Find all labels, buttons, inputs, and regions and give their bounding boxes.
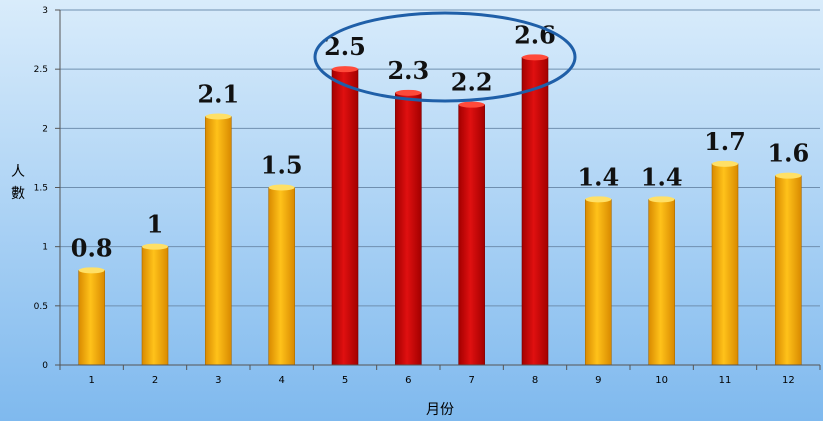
value-label: 2.3 (387, 56, 429, 85)
x-tick-label: 4 (278, 375, 284, 386)
y-tick-label: 1 (42, 243, 48, 253)
value-labels: 0.812.11.52.52.3 2.22.61.4 1.41.7 1.6 (71, 20, 809, 262)
value-label: 1.4 (641, 162, 683, 191)
bar-12 (775, 175, 802, 366)
x-tick-label: 10 (655, 375, 668, 386)
bar-9 (585, 199, 612, 366)
value-label: 1 (147, 210, 164, 239)
bar-cap-6 (395, 89, 422, 96)
x-tick-label: 9 (595, 375, 601, 386)
value-label: 1.5 (261, 151, 303, 180)
x-tick-label: 8 (532, 375, 538, 386)
y-axis-title-char-2: 數 (11, 186, 25, 202)
highlight-ellipse (313, 11, 577, 103)
bar-1 (78, 270, 105, 366)
y-tick-label: 1.5 (34, 184, 48, 194)
bar-6 (395, 92, 422, 366)
bar-2 (141, 246, 169, 366)
y-tick-label: 0.5 (34, 302, 48, 312)
value-label: 1.6 (767, 139, 809, 168)
x-tick-label: 6 (405, 375, 411, 386)
x-tick-label: 5 (342, 375, 348, 386)
bar-11 (711, 163, 739, 366)
x-tick-label: 11 (719, 375, 732, 386)
bar-cap-1 (78, 267, 105, 274)
value-label: 2.2 (451, 68, 493, 97)
bar-cap-3 (205, 113, 232, 120)
y-tick-label: 2 (42, 124, 48, 134)
bar-cap-12 (775, 172, 802, 179)
y-tick-label: 0 (42, 361, 48, 371)
value-label: 0.8 (71, 233, 113, 262)
value-label: 2.1 (197, 80, 239, 109)
x-tick-label: 1 (88, 375, 94, 386)
bar-cap-11 (712, 160, 738, 167)
bar-7 (458, 104, 485, 366)
bar-cap-4 (268, 184, 295, 191)
y-tick-label: 3 (42, 6, 48, 16)
x-tick-label: 2 (152, 375, 158, 386)
y-tick-label: 2.5 (34, 65, 48, 75)
y-axis-title-char-1: 人 (11, 164, 25, 180)
bar-10 (648, 199, 675, 366)
bar-3 (205, 116, 232, 366)
bar-cap-8 (522, 54, 548, 61)
bar-cap-7 (458, 101, 485, 108)
x-tick-label: 12 (782, 375, 795, 386)
value-label: 1.4 (577, 162, 619, 191)
bar-4 (268, 187, 295, 366)
axes: 00.511.522.531 2 3 4 5 6 7 8 9 10 11 12 (34, 6, 821, 386)
value-label: 1.7 (704, 127, 746, 156)
bar-cap-2 (142, 243, 168, 250)
bar-cap-10 (648, 196, 675, 203)
x-tick-label: 3 (215, 375, 221, 386)
bar-5 (331, 68, 359, 366)
x-axis-title: 月份 (426, 402, 454, 418)
x-tick-label: 7 (468, 375, 474, 386)
bar-8 (521, 57, 549, 366)
bar-cap-9 (585, 196, 612, 203)
bars (78, 54, 802, 366)
bar-cap-5 (332, 66, 358, 73)
